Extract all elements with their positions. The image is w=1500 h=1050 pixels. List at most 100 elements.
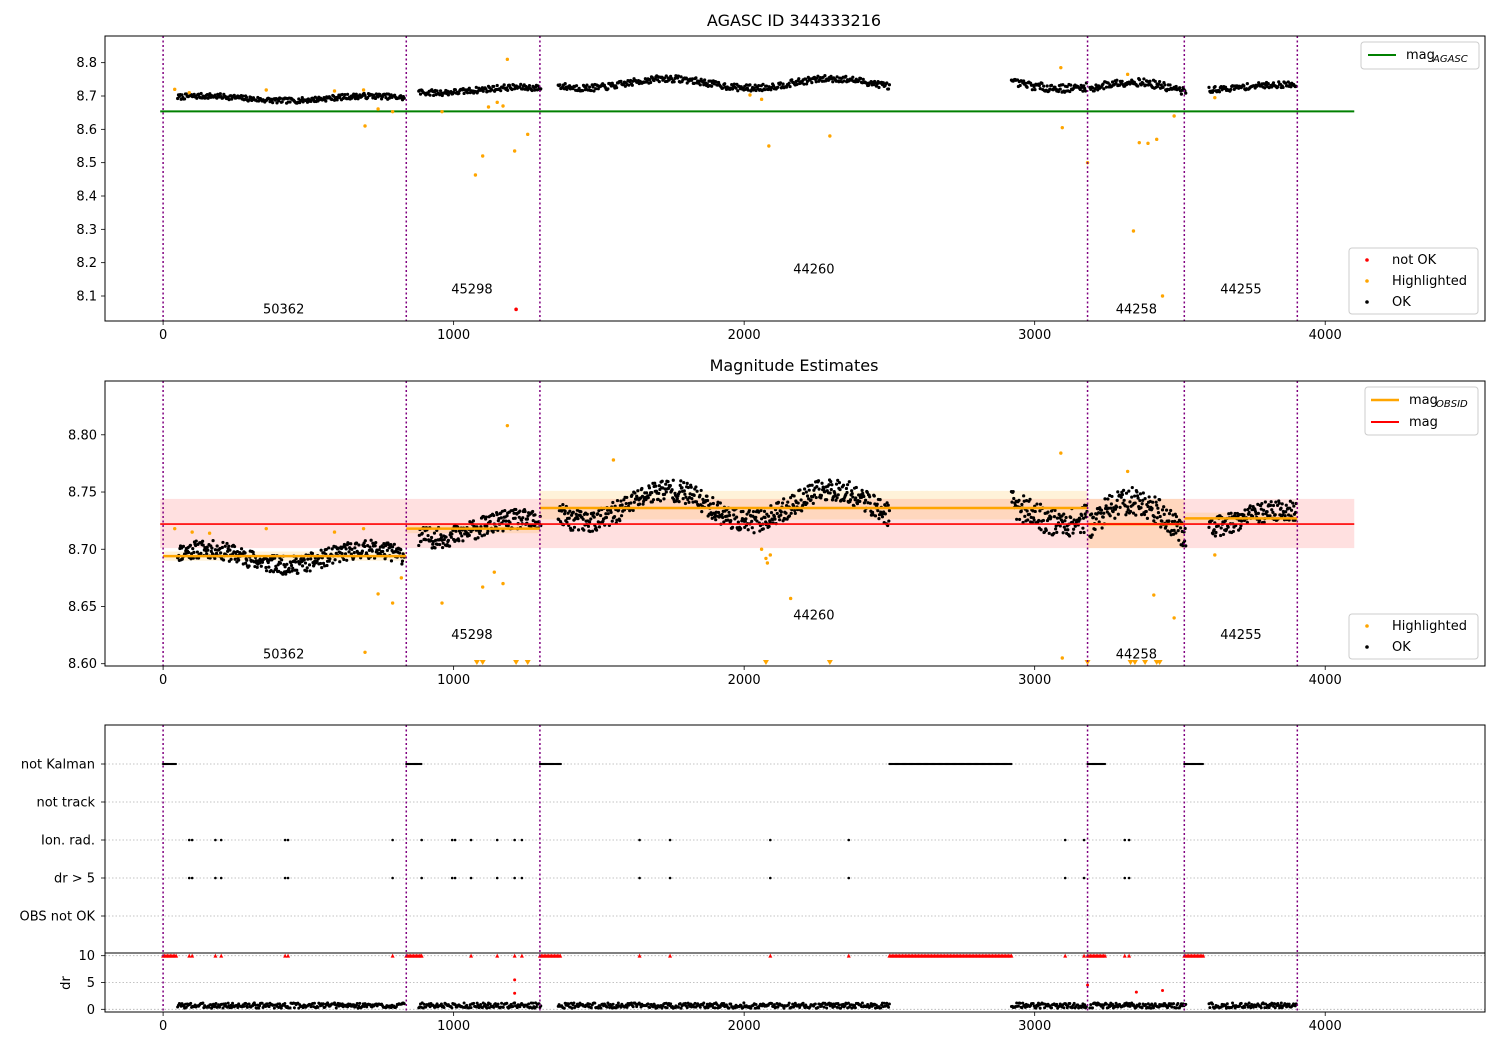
y-tick-label: 8.80 <box>68 428 97 443</box>
dr-point <box>515 1006 519 1010</box>
ok-point <box>1152 519 1156 523</box>
ok-point <box>1170 519 1174 524</box>
ok-point <box>1090 86 1095 90</box>
ok-point <box>1056 89 1061 94</box>
ok-point <box>591 85 595 89</box>
ok-point <box>1130 485 1134 490</box>
dr-point <box>1090 1006 1094 1010</box>
ok-point <box>744 83 749 87</box>
ok-point <box>1178 526 1183 530</box>
ok-point <box>342 557 346 562</box>
ok-point <box>303 561 308 565</box>
ok-point <box>499 516 503 520</box>
ok-point <box>1271 510 1275 515</box>
flag-point <box>1103 762 1107 766</box>
highlighted-point <box>1059 65 1063 70</box>
ok-point <box>1135 490 1139 494</box>
ok-point <box>1032 85 1036 89</box>
ok-point <box>350 547 354 551</box>
ok-point <box>518 509 522 513</box>
flag-row-label: not Kalman <box>21 758 95 773</box>
ok-point <box>484 515 488 519</box>
flag-point <box>668 838 672 842</box>
dr-point <box>822 1005 826 1009</box>
ok-point <box>730 525 735 529</box>
ok-point <box>536 84 540 88</box>
ok-point <box>400 562 404 566</box>
dr-point <box>1249 1006 1253 1010</box>
ok-point <box>1158 498 1162 502</box>
ok-point <box>1271 503 1276 508</box>
ok-point <box>345 92 350 96</box>
ok-point <box>1159 525 1163 529</box>
flag-point <box>1201 762 1204 766</box>
dr-clipped-marker <box>512 953 517 958</box>
ok-point <box>1068 89 1072 94</box>
dr-point <box>782 1006 786 1010</box>
flag-point <box>1082 838 1086 842</box>
ok-point <box>594 526 598 530</box>
ok-point <box>822 487 826 491</box>
highlighted-point <box>264 526 268 531</box>
ok-point <box>1081 89 1085 93</box>
ok-point <box>705 82 709 86</box>
highlighted-point <box>332 89 337 93</box>
ok-point <box>793 508 797 513</box>
ok-point <box>651 498 656 502</box>
ok-point <box>632 500 636 504</box>
ok-point <box>331 561 335 565</box>
ok-point <box>454 529 458 533</box>
ok-point <box>861 77 865 81</box>
ok-point <box>201 543 205 547</box>
ok-point <box>1122 498 1126 502</box>
flag-point <box>420 762 423 766</box>
dr-point <box>879 1006 883 1010</box>
ok-point <box>1094 517 1098 521</box>
ok-point <box>1184 91 1188 95</box>
flag-point <box>495 876 499 880</box>
ok-point <box>589 517 593 521</box>
dr-point <box>593 1001 597 1005</box>
ok-point <box>714 510 718 514</box>
flag-point <box>769 876 772 880</box>
ok-point <box>1071 86 1075 91</box>
ok-point <box>195 550 199 554</box>
ok-point <box>683 501 688 506</box>
dr-point <box>705 1002 709 1006</box>
ok-point <box>747 508 751 513</box>
ok-point <box>1066 528 1070 532</box>
ok-point <box>631 508 635 512</box>
ok-point <box>501 529 505 533</box>
ok-point <box>563 81 567 86</box>
ok-point <box>641 502 645 506</box>
ok-point <box>558 83 562 87</box>
ok-point <box>1037 518 1041 523</box>
flag-point <box>513 876 516 880</box>
dr-point <box>402 1002 406 1006</box>
highlighted-point <box>480 154 485 158</box>
ok-point <box>321 561 326 565</box>
dr-point <box>221 1006 225 1010</box>
dr-point <box>860 1001 864 1005</box>
ok-point <box>1104 85 1109 89</box>
ok-point <box>368 545 372 549</box>
ok-point <box>837 480 842 485</box>
dr-point <box>1174 1006 1178 1010</box>
flag-point <box>1063 838 1067 842</box>
dr-point <box>629 1001 633 1005</box>
ok-point <box>571 510 575 514</box>
ok-point <box>617 508 621 512</box>
legend-mag-agasc: mag AGASC <box>1360 41 1480 70</box>
highlighted-point <box>759 547 764 551</box>
highlighted-point <box>1172 616 1176 620</box>
dr-point <box>1225 1002 1229 1006</box>
ok-point <box>221 558 226 562</box>
ok-point <box>615 498 620 503</box>
ok-point <box>585 83 589 87</box>
ok-point <box>419 539 423 543</box>
ok-point <box>471 519 475 523</box>
dr-point <box>1267 1006 1271 1010</box>
ok-point <box>288 100 292 104</box>
ok-point <box>457 539 461 543</box>
ok-point <box>1054 527 1058 531</box>
